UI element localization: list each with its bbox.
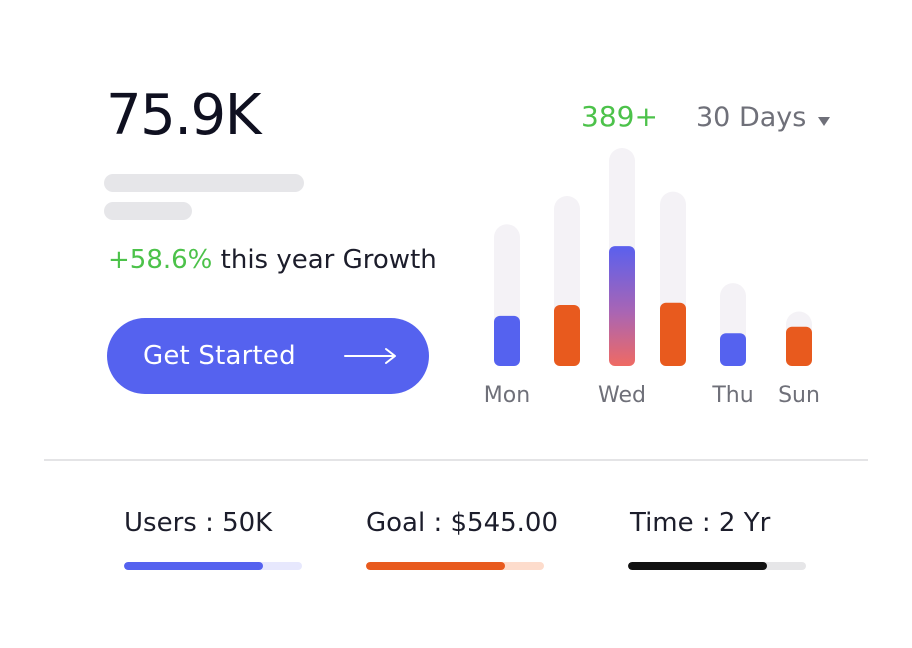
date-range-dropdown[interactable]: 30 Days — [696, 100, 831, 136]
time-stat-label: Time : 2 Yr — [630, 508, 771, 538]
growth-percentage: +58.6% — [108, 245, 213, 275]
bar-unlabeled — [554, 304, 580, 366]
users-stat: Users : 50K — [124, 506, 324, 570]
x-tick-label: Sun — [778, 383, 820, 408]
goal-progress-fill — [366, 562, 505, 570]
growth-summary: +58.6% this year Growth — [108, 244, 437, 276]
bar-wed — [609, 246, 635, 366]
get-started-button[interactable]: Get Started — [107, 318, 429, 394]
x-tick-label: Thu — [711, 383, 753, 408]
users-stat-label: Users : 50K — [124, 508, 273, 538]
goal-progress-track — [366, 562, 544, 570]
users-progress-fill — [124, 562, 263, 570]
get-started-label: Get Started — [143, 341, 296, 371]
skeleton-line-short — [104, 202, 192, 220]
activity-count: 389+ — [581, 100, 658, 133]
arrow-right-icon — [344, 348, 396, 364]
bar-unlabeled — [660, 302, 686, 366]
x-tick-label: Mon — [484, 383, 530, 408]
growth-caption: this year Growth — [212, 245, 437, 275]
skeleton-line-long — [104, 174, 304, 192]
x-tick-label: Wed — [598, 383, 646, 408]
users-progress-track — [124, 562, 302, 570]
date-range-label: 30 Days — [696, 102, 807, 133]
time-stat: Time : 2 Yr — [628, 506, 830, 570]
caret-down-icon — [818, 117, 831, 126]
time-progress-track — [628, 562, 806, 570]
goal-stat-label: Goal : $545.00 — [366, 508, 559, 538]
bar-mon — [494, 315, 520, 366]
bar-sun — [786, 326, 812, 366]
time-progress-fill — [628, 562, 767, 570]
goal-stat: Goal : $545.00 — [366, 506, 586, 570]
section-divider — [44, 459, 868, 461]
total-value: 75.9K — [106, 83, 261, 148]
bar-thu — [720, 333, 746, 366]
weekly-bar-chart: Mon Wed Thu Sun — [484, 148, 820, 408]
